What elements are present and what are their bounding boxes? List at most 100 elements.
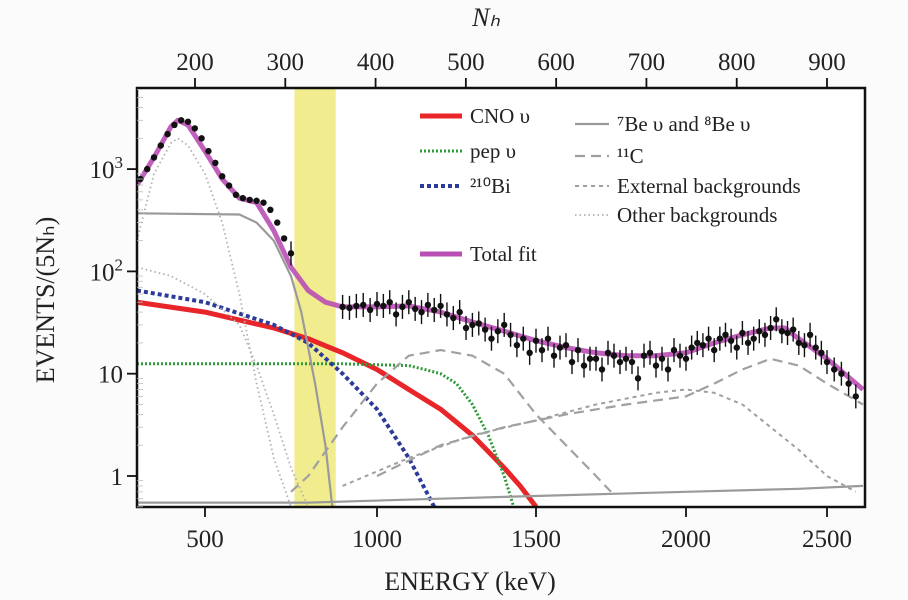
data-point xyxy=(191,125,198,132)
data-point xyxy=(739,320,746,345)
data-marker xyxy=(733,344,740,351)
data-marker xyxy=(462,324,470,332)
data-marker xyxy=(739,329,746,337)
data-point xyxy=(456,300,463,325)
legend-item-external-backgrounds: External backgrounds xyxy=(575,174,801,198)
legend-label: ²¹⁰Bi xyxy=(470,174,511,198)
data-marker xyxy=(501,321,508,329)
data-marker xyxy=(622,355,630,362)
data-point xyxy=(157,142,164,149)
data-point xyxy=(164,130,171,138)
data-point xyxy=(267,206,274,214)
data-point xyxy=(756,319,763,344)
series-bi xyxy=(137,288,436,507)
data-point xyxy=(520,326,527,351)
data-point xyxy=(727,328,735,353)
legend-item-c: ¹¹C xyxy=(575,144,644,168)
data-marker xyxy=(469,321,476,329)
data-marker xyxy=(431,306,438,314)
data-point xyxy=(538,338,546,363)
data-point xyxy=(664,357,672,382)
series-other-backgrounds-2 xyxy=(137,266,310,507)
data-marker xyxy=(658,355,666,362)
y-tick-label: 1 xyxy=(111,464,124,491)
data-marker xyxy=(212,159,219,167)
series-layer xyxy=(137,117,865,507)
data-marker xyxy=(818,349,825,357)
data-marker xyxy=(574,346,582,354)
data-point xyxy=(688,335,695,360)
data-point xyxy=(694,330,701,355)
data-marker xyxy=(699,341,707,349)
y-tick-label: 10 xyxy=(98,362,123,389)
data-point xyxy=(481,317,489,342)
data-point xyxy=(705,326,712,351)
data-marker xyxy=(670,346,678,354)
data-marker xyxy=(198,135,205,142)
legend-label: ¹¹C xyxy=(617,144,644,168)
data-point xyxy=(469,312,476,337)
data-marker xyxy=(437,302,444,310)
data-marker xyxy=(443,311,451,318)
data-point xyxy=(784,320,791,345)
data-point xyxy=(443,302,451,327)
data-marker xyxy=(178,117,185,124)
x-tick-label: 2000 xyxy=(661,526,711,553)
data-point xyxy=(733,335,740,360)
data-marker xyxy=(767,324,774,332)
data-marker xyxy=(191,125,198,132)
data-point xyxy=(676,343,684,368)
data-marker xyxy=(219,173,226,180)
data-marker xyxy=(592,355,600,362)
plot-frame xyxy=(135,86,867,509)
data-point xyxy=(550,343,558,368)
x-axis: 500 1000 1500 2000 2500 xyxy=(186,507,852,553)
data-marker xyxy=(232,191,240,199)
data-point xyxy=(260,199,267,206)
data-marker xyxy=(205,147,212,155)
data-point xyxy=(845,371,852,396)
data-marker xyxy=(399,303,406,311)
data-point xyxy=(232,191,240,199)
data-marker xyxy=(157,142,164,149)
data-marker xyxy=(610,352,618,359)
data-marker xyxy=(260,199,267,206)
series-total-fit xyxy=(137,117,865,392)
data-point xyxy=(431,297,438,322)
series-be-and-be xyxy=(137,212,334,507)
series-cno xyxy=(137,299,538,507)
data-point xyxy=(852,384,859,409)
data-marker xyxy=(450,314,457,322)
data-marker xyxy=(722,331,729,339)
data-point xyxy=(450,306,457,331)
data-point xyxy=(501,312,508,337)
data-marker xyxy=(744,339,752,347)
y-axis-title: EVENTS/(5Nₕ) xyxy=(31,217,60,384)
data-marker xyxy=(801,341,808,349)
data-point xyxy=(801,333,808,358)
data-point xyxy=(646,340,654,365)
data-marker xyxy=(164,130,171,138)
data-point xyxy=(580,353,588,378)
data-marker xyxy=(225,182,233,189)
y-tick-label: 102 xyxy=(90,255,124,286)
data-point xyxy=(634,366,642,391)
data-marker xyxy=(688,344,695,351)
data-marker xyxy=(346,304,353,312)
data-point xyxy=(178,117,185,124)
data-marker xyxy=(598,366,606,373)
data-point xyxy=(789,317,797,342)
data-point xyxy=(360,292,367,317)
data-point xyxy=(418,300,425,325)
data-marker xyxy=(507,331,514,339)
data-marker xyxy=(778,328,786,335)
data-marker xyxy=(526,349,533,357)
data-point xyxy=(494,319,502,344)
top-x-tick-label: 800 xyxy=(718,49,756,76)
data-marker xyxy=(392,311,400,318)
plot-area xyxy=(137,88,865,507)
data-marker xyxy=(694,339,701,347)
data-marker xyxy=(456,308,463,316)
top-x-axis-title: Nₕ xyxy=(471,3,500,32)
legend-item-pep: pep υ xyxy=(420,139,516,163)
